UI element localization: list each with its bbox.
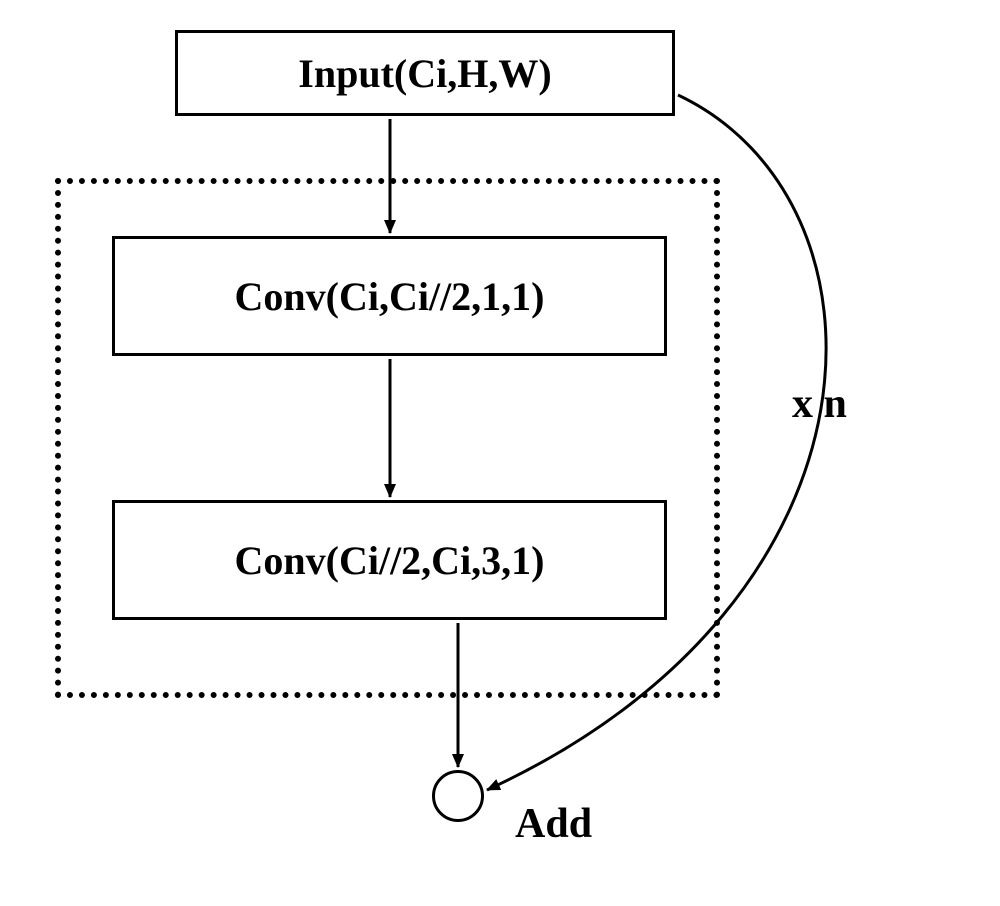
input-node: Input(Ci,H,W): [175, 30, 675, 116]
conv1-node-label: Conv(Ci,Ci//2,1,1): [235, 273, 545, 320]
add-node: [432, 770, 484, 822]
conv1-node: Conv(Ci,Ci//2,1,1): [112, 236, 667, 356]
conv2-node-label: Conv(Ci//2,Ci,3,1): [235, 537, 545, 584]
add-label: Add: [515, 800, 592, 848]
repeat-multiplier-label: x n: [792, 380, 847, 428]
input-node-label: Input(Ci,H,W): [298, 50, 551, 97]
diagram-container: Input(Ci,H,W) Conv(Ci,Ci//2,1,1) Conv(Ci…: [0, 0, 1000, 906]
conv2-node: Conv(Ci//2,Ci,3,1): [112, 500, 667, 620]
